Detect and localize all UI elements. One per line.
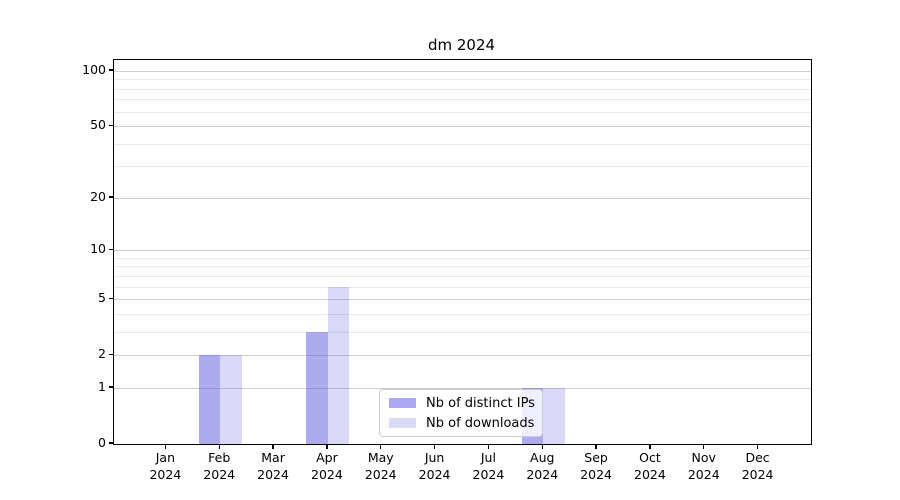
y-tick-label: 50 bbox=[90, 117, 106, 133]
x-tick-mark bbox=[433, 444, 436, 449]
major-gridline bbox=[114, 250, 811, 252]
bar-downloads-aug bbox=[543, 387, 565, 444]
y-tick-label: 5 bbox=[98, 290, 106, 306]
x-tick-label: Sep 2024 bbox=[564, 449, 628, 483]
minor-gridline bbox=[114, 331, 811, 333]
x-tick-label-year: 2024 bbox=[418, 467, 451, 482]
legend-entry-downloads: Nb of downloads bbox=[389, 416, 534, 431]
bar-downloads-feb bbox=[220, 355, 242, 444]
x-tick-label: Dec 2024 bbox=[726, 449, 790, 483]
y-tick-mark bbox=[108, 124, 113, 126]
x-tick-label-year: 2024 bbox=[580, 467, 612, 482]
x-tick-mark bbox=[595, 444, 597, 449]
x-tick-label: Jul 2024 bbox=[456, 449, 520, 483]
x-tick-mark bbox=[164, 444, 167, 449]
bar-downloads-apr bbox=[327, 286, 350, 444]
x-tick-mark bbox=[272, 444, 274, 449]
major-gridline bbox=[114, 71, 811, 72]
x-tick-label-year: 2024 bbox=[741, 467, 774, 482]
legend-swatch-distinct-ips-icon bbox=[389, 398, 416, 408]
chart-title: dm 2024 bbox=[427, 36, 496, 54]
x-tick-label: Apr 2024 bbox=[295, 449, 359, 483]
minor-gridline bbox=[114, 143, 811, 145]
minor-gridline bbox=[114, 257, 811, 259]
legend-label-distinct-ips: Nb of distinct IPs bbox=[426, 395, 535, 411]
major-gridline bbox=[114, 126, 811, 128]
y-tick-label: 1 bbox=[98, 378, 106, 394]
minor-gridline bbox=[114, 166, 811, 168]
x-tick-mark bbox=[649, 444, 651, 449]
x-tick-mark bbox=[487, 444, 490, 449]
x-tick-label-year: 2024 bbox=[526, 467, 559, 482]
legend: Nb of distinct IPs Nb of downloads bbox=[379, 389, 543, 437]
minor-gridline bbox=[114, 88, 811, 90]
y-tick-mark bbox=[108, 297, 113, 299]
x-tick-label-year: 2024 bbox=[687, 467, 720, 482]
y-tick-mark bbox=[108, 386, 113, 388]
x-tick-label-year: 2024 bbox=[634, 467, 666, 482]
minor-gridline bbox=[114, 266, 811, 268]
x-tick-label: Mar 2024 bbox=[241, 449, 305, 483]
x-tick-label-year: 2024 bbox=[149, 467, 182, 482]
y-tick-mark bbox=[108, 196, 113, 198]
minor-gridline bbox=[114, 99, 811, 101]
y-tick-label: 100 bbox=[82, 62, 106, 77]
x-tick-label-year: 2024 bbox=[203, 467, 236, 482]
x-tick-label: Feb 2024 bbox=[187, 449, 251, 483]
major-gridline bbox=[114, 299, 811, 301]
x-tick-mark bbox=[380, 444, 382, 449]
y-tick-mark bbox=[108, 69, 113, 71]
y-tick-label: 20 bbox=[90, 188, 106, 204]
x-tick-label: Jan 2024 bbox=[133, 449, 197, 483]
y-tick-label: 10 bbox=[90, 241, 106, 257]
x-tick-label-year: 2024 bbox=[472, 467, 505, 482]
x-tick-label-year: 2024 bbox=[364, 467, 397, 482]
y-tick-mark bbox=[108, 353, 113, 355]
minor-gridline bbox=[114, 79, 811, 81]
x-tick-label-year: 2024 bbox=[257, 467, 289, 482]
x-tick-label: Oct 2024 bbox=[618, 449, 682, 483]
legend-swatch-downloads-icon bbox=[389, 418, 416, 428]
y-tick-label: 2 bbox=[98, 346, 106, 362]
minor-gridline bbox=[114, 313, 811, 315]
x-tick-label-year: 2024 bbox=[311, 467, 343, 482]
bar-distinct-ips-apr bbox=[306, 331, 328, 444]
x-tick-mark bbox=[541, 444, 543, 449]
x-tick-mark bbox=[218, 444, 220, 449]
bar-distinct-ips-feb bbox=[198, 355, 221, 444]
x-tick-mark bbox=[703, 444, 705, 449]
major-gridline bbox=[114, 387, 811, 389]
minor-gridline bbox=[114, 275, 811, 277]
y-tick-label: 0 bbox=[98, 435, 106, 450]
y-tick-mark bbox=[108, 248, 113, 250]
minor-gridline bbox=[114, 286, 811, 288]
x-tick-mark bbox=[756, 444, 759, 449]
x-tick-label: Aug 2024 bbox=[510, 449, 574, 483]
minor-gridline bbox=[114, 111, 811, 113]
x-tick-label: Jun 2024 bbox=[403, 449, 467, 483]
legend-entry-distinct-ips: Nb of distinct IPs bbox=[389, 395, 535, 411]
x-tick-label: May 2024 bbox=[349, 449, 413, 483]
legend-label-downloads: Nb of downloads bbox=[426, 415, 535, 431]
x-tick-mark bbox=[326, 444, 328, 449]
major-gridline bbox=[114, 197, 811, 199]
x-tick-label: Nov 2024 bbox=[672, 449, 736, 483]
major-gridline bbox=[114, 355, 811, 357]
y-tick-mark bbox=[108, 442, 113, 444]
plot-area bbox=[113, 59, 812, 445]
